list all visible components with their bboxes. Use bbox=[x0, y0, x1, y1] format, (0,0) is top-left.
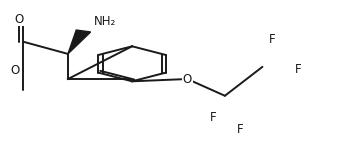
Text: F: F bbox=[295, 63, 301, 76]
Text: O: O bbox=[11, 64, 20, 77]
Polygon shape bbox=[68, 30, 90, 54]
Text: F: F bbox=[269, 33, 276, 46]
Text: NH₂: NH₂ bbox=[94, 15, 116, 28]
Text: O: O bbox=[183, 73, 192, 86]
Text: O: O bbox=[14, 13, 23, 26]
Text: F: F bbox=[209, 111, 216, 124]
Text: F: F bbox=[237, 123, 244, 136]
